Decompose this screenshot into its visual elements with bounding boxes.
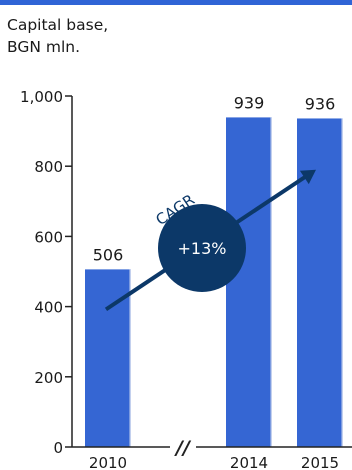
bar-edge-2014 bbox=[270, 117, 272, 447]
y-tick-label: 0 bbox=[53, 439, 63, 457]
cagr-arrow-head bbox=[299, 169, 316, 185]
y-tick-label: 1,000 bbox=[20, 88, 63, 106]
x-tick-label-2010: 2010 bbox=[89, 454, 127, 470]
y-tick-label: 600 bbox=[34, 228, 63, 246]
bar-edge-2010 bbox=[129, 269, 131, 447]
chart-title: Capital base, BGN mln. bbox=[7, 16, 109, 56]
x-tick-label-2014: 2014 bbox=[230, 454, 268, 470]
bar-edge-2015 bbox=[341, 118, 343, 448]
bar-2014 bbox=[226, 117, 272, 447]
data-label-2014: 939 bbox=[234, 93, 265, 112]
data-labels: 506 939 936 bbox=[93, 93, 336, 264]
y-axis: 0 200 400 600 800 1,000 bbox=[20, 88, 73, 457]
axis-break-symbol: // bbox=[174, 437, 192, 459]
cagr-bubble bbox=[158, 204, 246, 292]
data-label-2015: 936 bbox=[305, 94, 336, 113]
cagr-value: +13% bbox=[178, 239, 227, 258]
data-label-2010: 506 bbox=[93, 245, 124, 264]
y-tick-label: 200 bbox=[34, 369, 63, 387]
x-tick-label-2015: 2015 bbox=[301, 454, 339, 470]
top-accent-bar bbox=[0, 0, 352, 5]
y-tick-label: 400 bbox=[34, 299, 63, 317]
x-axis: // 2010 2014 2015 bbox=[72, 437, 352, 470]
y-tick-label: 800 bbox=[34, 158, 63, 176]
bars bbox=[85, 117, 343, 448]
cagr-annotation: +13%CAGR bbox=[104, 169, 316, 312]
bar-2015 bbox=[297, 118, 343, 448]
